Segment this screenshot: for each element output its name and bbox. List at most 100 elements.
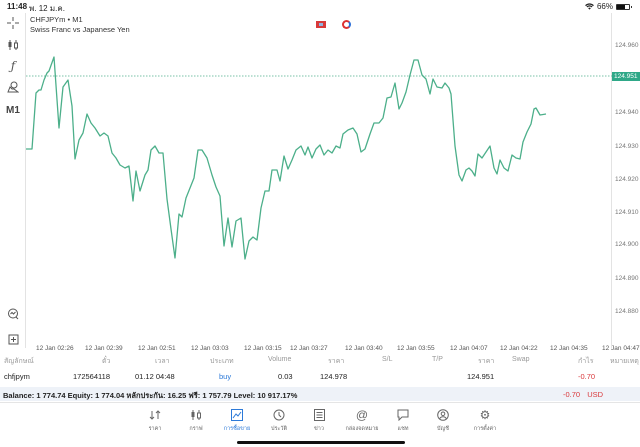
current-price-marker: 124.951 (612, 72, 640, 81)
time-tick: 12 Jan 03:27 (290, 345, 328, 352)
tab-quotes[interactable]: ราคา (130, 408, 180, 433)
time-tick: 12 Jan 02:51 (138, 345, 176, 352)
tab-label: แชท (397, 426, 409, 432)
price-series (26, 56, 547, 260)
tab-account[interactable]: บัญชี (418, 408, 468, 433)
currency-flags (316, 20, 351, 29)
price-tick: 124.900 (615, 241, 639, 248)
tab-label: กล่องจดหมาย (345, 426, 379, 432)
header-open-price[interactable]: ราคา (328, 358, 345, 365)
price-tick: 124.960 (615, 42, 639, 49)
trade-row[interactable]: chfjpym 172564118 01.12 04:48 buy 0.03 1… (0, 372, 640, 384)
time-tick: 12 Jan 04:47 (602, 345, 640, 352)
account-icon (418, 408, 468, 422)
tab-settings[interactable]: ⚙ การตั้งค่า (460, 408, 510, 433)
price-tick: 124.920 (615, 176, 639, 183)
left-toolbar: ƒ M1 (0, 13, 25, 348)
header-ticket[interactable]: ตั๋ว (102, 358, 111, 365)
trades-table-header: สัญลักษณ์ ตั๋ว เวลา ประเภท Volume ราคา S… (0, 356, 640, 368)
date: พ. 12 ม.ค. (29, 4, 65, 13)
tab-mailbox[interactable]: @ กล่องจดหมาย (337, 408, 387, 433)
status-bar: 11:48 พ. 12 ม.ค. 66% (0, 0, 640, 13)
time-tick: 12 Jan 03:55 (397, 345, 435, 352)
header-profit[interactable]: กำไร (578, 358, 594, 365)
tab-label: กราฟ (189, 426, 203, 432)
history-icon (254, 408, 304, 422)
status-right: 66% (585, 2, 632, 11)
swiss-flag-icon (316, 21, 326, 28)
total-profit-value: -0.70 (563, 390, 581, 399)
japan-flag-icon (342, 20, 351, 29)
tab-chat[interactable]: แชท (378, 408, 428, 433)
chart-area[interactable]: CHFJPYm • M1 Swiss Franc vs Japanese Yen (25, 13, 613, 348)
tab-history[interactable]: ประวัติ (254, 408, 304, 433)
price-tick: 124.930 (615, 143, 639, 150)
header-price[interactable]: ราคา (478, 358, 495, 365)
trade-type: buy (219, 372, 232, 381)
time-axis: 12 Jan 02:26 12 Jan 02:39 12 Jan 02:51 1… (25, 344, 640, 354)
header-volume[interactable]: Volume (268, 356, 292, 363)
header-tp[interactable]: T/P (432, 356, 443, 363)
symbol-info: CHFJPYm • M1 Swiss Franc vs Japanese Yen (30, 15, 130, 35)
tab-trade[interactable]: การซื้อขาย (212, 408, 262, 433)
tab-label: การซื้อขาย (223, 426, 251, 432)
add-order-icon[interactable] (4, 331, 22, 347)
time-tick: 12 Jan 02:26 (36, 345, 74, 352)
trade-volume: 0.03 (278, 372, 293, 381)
trade-history-icon[interactable] (4, 306, 22, 322)
function-icon[interactable]: ƒ (10, 59, 16, 73)
symbol-title: CHFJPYm • M1 (30, 15, 83, 24)
clock: 11:48 (7, 2, 28, 11)
time-tick: 12 Jan 03:03 (191, 345, 229, 352)
price-tick: 124.890 (615, 275, 639, 282)
tab-label: ประวัติ (270, 426, 288, 432)
header-swap[interactable]: Swap (512, 356, 530, 363)
crosshair-icon[interactable] (4, 15, 22, 31)
price-tick: 124.910 (615, 209, 639, 216)
price-tick: 124.940 (615, 109, 639, 116)
tab-label: ราคา (148, 426, 162, 432)
trade-icon (212, 408, 262, 422)
mailbox-icon: @ (355, 408, 369, 422)
quotes-icon (130, 408, 180, 422)
trade-profit: -0.70 (578, 372, 596, 381)
trade-ticket: 172564118 (73, 372, 110, 381)
price-tick: 124.880 (615, 308, 639, 315)
news-icon (294, 408, 344, 422)
bottom-tab-bar: ราคา กราฟ การซื้อขาย ประวัติ ข่าว @ กล่อ… (0, 402, 640, 447)
trade-time: 01.12 04:48 (135, 372, 175, 381)
header-type[interactable]: ประเภท (210, 358, 234, 365)
timeframe-button[interactable]: M1 (6, 104, 20, 116)
trade-open-price: 124.978 (320, 372, 348, 381)
tab-news[interactable]: ข่าว (294, 408, 344, 433)
trade-current-price: 124.951 (467, 372, 495, 381)
time-tick: 12 Jan 03:40 (345, 345, 383, 352)
tab-chart[interactable]: กราฟ (171, 408, 221, 433)
home-indicator[interactable] (237, 441, 405, 444)
header-sl[interactable]: S/L (382, 356, 393, 363)
tab-label: การตั้งค่า (473, 426, 497, 432)
wifi-icon (585, 3, 594, 10)
chart-icon (171, 408, 221, 422)
settings-icon: ⚙ (479, 408, 491, 422)
price-axis: 124.960 124.950 124.940 124.930 124.920 … (612, 13, 640, 348)
time-tick: 12 Jan 03:15 (244, 345, 282, 352)
candlestick-icon[interactable] (4, 37, 22, 53)
trade-symbol: chfjpym (4, 372, 30, 381)
tab-label: ข่าว (314, 426, 324, 432)
time-tick: 12 Jan 04:35 (550, 345, 588, 352)
symbol-description: Swiss Franc vs Japanese Yen (30, 25, 130, 34)
price-line-chart (26, 56, 613, 260)
header-comment[interactable]: หมายเหตุ (610, 358, 639, 365)
battery-percent: 66% (596, 2, 613, 11)
objects-icon[interactable] (4, 79, 22, 95)
total-profit-currency: USD (587, 390, 604, 399)
time-tick: 12 Jan 02:39 (85, 345, 123, 352)
balance-bar: Balance: 1 774.74 Equity: 1 774.04 หลักป… (0, 387, 640, 401)
header-symbol[interactable]: สัญลักษณ์ (4, 358, 34, 365)
time-tick: 12 Jan 04:22 (500, 345, 538, 352)
battery-icon (616, 3, 632, 10)
time-tick: 12 Jan 04:07 (450, 345, 488, 352)
header-time[interactable]: เวลา (155, 358, 170, 365)
tab-label: บัญชี (437, 426, 449, 432)
